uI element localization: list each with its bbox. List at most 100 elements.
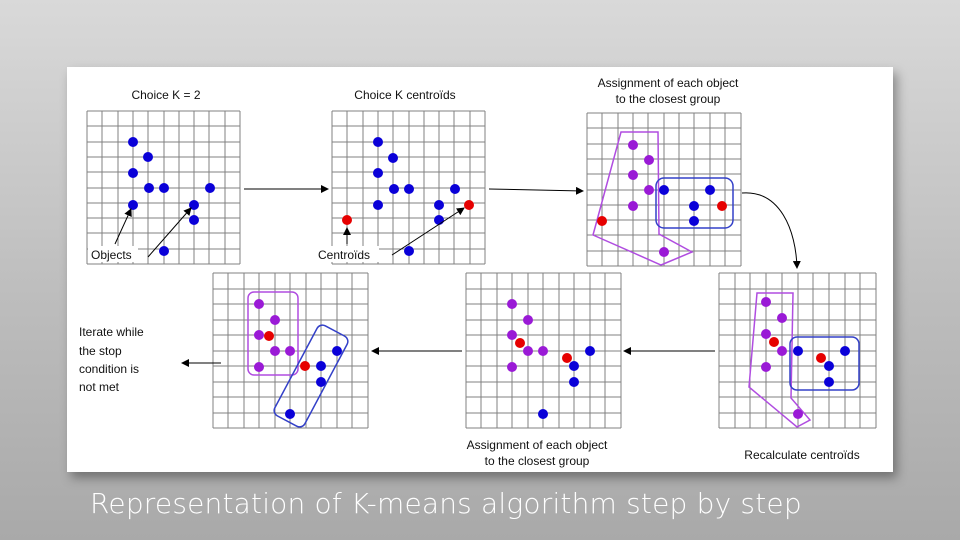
group-b-outline (655, 177, 734, 229)
assigned-point (507, 362, 517, 372)
step2-label-bg (317, 246, 379, 262)
step6-panel (212, 272, 369, 429)
group-b-outline (789, 336, 860, 391)
step5-panel: Assignment of each object to the closest… (465, 272, 622, 468)
object-point (373, 200, 383, 210)
step3-grid (586, 112, 742, 267)
slide-caption: Representation of K-means algorithm step… (90, 487, 802, 520)
assigned-point (793, 409, 803, 419)
step5-title-line1: Assignment of each object (467, 438, 608, 452)
centroid-point (717, 201, 727, 211)
assigned-point (659, 247, 669, 257)
assigned-point (254, 362, 264, 372)
object-point (538, 409, 548, 419)
centroids-pointer-arrow (391, 207, 465, 256)
object-point (373, 137, 383, 147)
group-b-outline (273, 324, 349, 428)
assigned-point (538, 346, 548, 356)
step5-centroids (515, 338, 572, 363)
object-point (569, 377, 579, 387)
object-point (285, 409, 295, 419)
step4-title: Recalculate centroïds (744, 448, 859, 462)
step2-points (373, 137, 460, 256)
centroid-point (515, 338, 525, 348)
step3-title-line1: Assignment of each object (598, 76, 739, 90)
iterate-note: Iterate while the stop condition is not … (79, 325, 144, 394)
assigned-point (761, 329, 771, 339)
assigned-point (761, 362, 771, 372)
object-point (705, 185, 715, 195)
step6-centroids (264, 331, 310, 371)
object-point (434, 200, 444, 210)
centroid-point (597, 216, 607, 226)
assigned-point (285, 346, 295, 356)
group-a-outline (592, 131, 694, 266)
step6-points-a (254, 299, 295, 372)
assigned-point (254, 299, 264, 309)
step3-points-b (659, 185, 715, 226)
assigned-point (644, 155, 654, 165)
object-point (585, 346, 595, 356)
object-point (840, 346, 850, 356)
object-point (404, 246, 414, 256)
step2-panel: Choice K centroïds Centroïds (317, 88, 486, 265)
object-point (689, 216, 699, 226)
assigned-point (644, 185, 654, 195)
object-point (373, 168, 383, 178)
object-point (128, 200, 138, 210)
object-point (144, 183, 154, 193)
object-point (189, 215, 199, 225)
flow-arrow (741, 192, 801, 269)
centroid-point (464, 200, 474, 210)
assigned-point (270, 346, 280, 356)
object-point (434, 215, 444, 225)
assigned-point (628, 140, 638, 150)
assigned-point (270, 315, 280, 325)
object-point (389, 184, 399, 194)
objects-pointer-arrow (147, 207, 192, 258)
step3-points-a (628, 140, 669, 257)
object-point (824, 377, 834, 387)
centroid-point (264, 331, 274, 341)
step2-centroids-label: Centroïds (318, 248, 370, 262)
iterate-note-line2: the stop (79, 344, 122, 358)
iterate-note-line1: Iterate while (79, 325, 144, 339)
iterate-note-line4: not met (79, 380, 120, 394)
step5-points-b (538, 346, 595, 419)
object-point (316, 377, 326, 387)
step3-title-line2: to the closest group (616, 92, 721, 106)
step4-centroids (769, 337, 826, 363)
object-point (793, 346, 803, 356)
object-point (128, 168, 138, 178)
flow-arrow (488, 186, 584, 195)
step1-title: Choice K = 2 (131, 88, 200, 102)
step1-label-bg (88, 246, 138, 262)
assigned-point (523, 346, 533, 356)
step2-centroids (342, 200, 474, 225)
object-point (332, 346, 342, 356)
group-a-outline (247, 291, 299, 376)
step6-points-b (285, 346, 342, 419)
object-point (159, 246, 169, 256)
assigned-point (777, 346, 787, 356)
assigned-point (777, 313, 787, 323)
assigned-point (523, 315, 533, 325)
centroid-point (816, 353, 826, 363)
step1-panel: Choice K = 2 Objects (86, 88, 241, 265)
object-point (689, 201, 699, 211)
object-point (569, 361, 579, 371)
step4-panel: Recalculate centroïds (718, 272, 877, 462)
centroid-point (769, 337, 779, 347)
assigned-point (507, 299, 517, 309)
object-point (159, 183, 169, 193)
object-point (450, 184, 460, 194)
object-point (128, 137, 138, 147)
assigned-point (507, 330, 517, 340)
centroid-point (342, 215, 352, 225)
assigned-point (254, 330, 264, 340)
group-a-outline (748, 292, 812, 428)
object-point (824, 361, 834, 371)
step4-points-a (761, 297, 803, 419)
step4-points-b (793, 346, 850, 387)
objects-pointer-arrow (114, 208, 132, 245)
